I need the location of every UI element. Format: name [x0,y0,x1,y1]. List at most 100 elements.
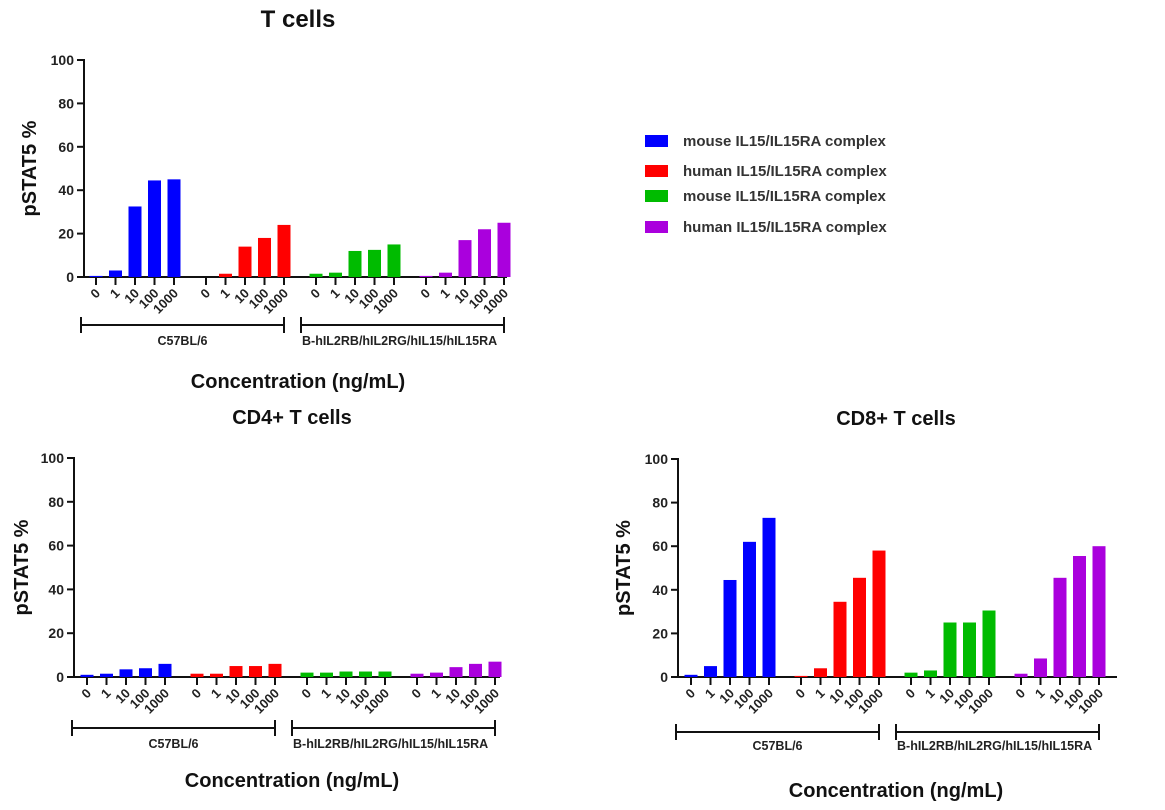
bar [1034,658,1047,677]
x-tick-label: 1 [107,286,123,302]
bar [439,272,452,277]
y-tick-label: 40 [48,581,64,597]
bar [853,577,866,677]
x-tick-label: 0 [408,686,424,702]
y-tick-label: 60 [48,538,64,554]
legend-label: human IL15/IL15RA complex [683,219,887,236]
group-label: B-hIL2RB/hIL2RG/hIL15/hIL15RA [897,739,1092,753]
bar [109,270,122,277]
bar [410,673,424,677]
bar [128,206,142,277]
x-tick-label: 1 [327,286,343,302]
bar [268,663,282,677]
legend-swatch [645,190,668,202]
chart-title: CD4+ T cells [232,407,352,429]
bar [378,671,392,677]
legend-swatch [645,135,668,147]
y-tick-label: 20 [652,625,668,641]
bar [449,667,463,677]
bar [249,666,262,677]
bar [148,180,161,277]
x-tick-label: 0 [902,686,918,702]
bar [219,273,232,277]
bar [833,601,847,677]
bar [419,275,433,277]
bar [139,668,152,677]
bar [229,666,243,677]
bar [872,550,886,677]
group-label: C57BL/6 [752,739,802,753]
bar [100,673,113,677]
bar [89,275,103,277]
bar [1073,556,1086,677]
x-tick-label: 1 [98,686,114,702]
legend-label: mouse IL15/IL15RA complex [683,188,887,205]
x-tick-label: 1 [208,686,224,702]
x-tick-label: 0 [78,686,94,702]
bar [309,273,323,277]
x-axis-title: Concentration (ng/mL) [191,371,405,393]
x-tick-label: 0 [188,686,204,702]
bar [80,674,94,677]
bar [458,240,472,277]
bar [329,272,342,277]
y-tick-label: 100 [645,451,669,467]
y-tick-label: 60 [58,139,74,155]
bar [359,671,372,677]
bar [488,661,502,677]
y-tick-label: 80 [58,95,74,111]
group-label: C57BL/6 [148,737,198,751]
bar [368,249,381,277]
bar [190,673,204,677]
bar [904,672,918,677]
y-tick-label: 20 [58,226,74,242]
bar [277,224,291,277]
bar [300,672,314,677]
bar [478,229,491,277]
y-tick-label: 80 [652,495,668,511]
bar [320,672,333,677]
y-tick-label: 0 [660,669,668,685]
x-axis-title: Concentration (ng/mL) [185,770,399,792]
bar [794,675,808,677]
y-tick-label: 20 [48,625,64,641]
y-tick-label: 100 [41,450,65,466]
bar [339,671,353,677]
x-tick-label: 0 [307,286,323,302]
y-axis-title: pSTAT5 % [11,519,33,615]
bar [762,517,776,677]
x-tick-label: 1 [437,286,453,302]
bar [1053,577,1067,677]
x-tick-label: 0 [417,286,433,302]
x-tick-label: 0 [792,686,808,702]
bar [743,541,756,677]
chart-title: CD8+ T cells [836,408,956,430]
x-tick-label: 0 [87,286,103,302]
group-label: B-hIL2RB/hIL2RG/hIL15/hIL15RA [302,334,497,348]
y-tick-label: 80 [48,494,64,510]
bar [684,674,698,677]
bar [167,179,181,277]
x-tick-label: 0 [197,286,213,302]
y-tick-label: 40 [652,582,668,598]
bar [943,622,957,677]
legend-label: mouse IL15/IL15RA complex [683,133,887,150]
bar [723,579,737,677]
x-axis-title: Concentration (ng/mL) [789,780,1003,802]
bar [119,669,133,677]
x-tick-label: 0 [682,686,698,702]
bar [704,666,717,677]
bar [1092,546,1106,677]
bar [982,610,996,677]
bar [348,250,362,277]
y-tick-label: 60 [652,538,668,554]
y-axis-title: pSTAT5 % [613,520,635,616]
x-tick-label: 0 [1012,686,1028,702]
bar [238,246,252,277]
bar [497,222,511,277]
bar [158,663,172,677]
